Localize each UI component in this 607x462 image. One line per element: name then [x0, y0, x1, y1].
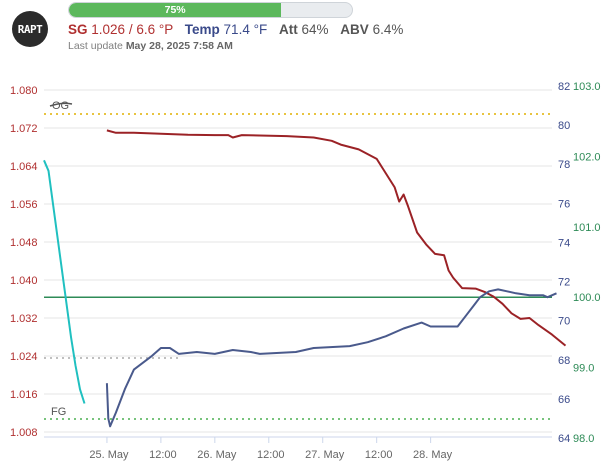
x-tick-label: 12:00 — [257, 449, 285, 461]
sg-reading: SG 1.026 / 6.6 °P — [68, 22, 173, 37]
abv-tick-label: 100.0 — [573, 292, 601, 304]
chart-series — [43, 129, 567, 428]
progress-fill: 75% — [69, 3, 282, 17]
abv-tick-label: 99.0 — [573, 363, 594, 375]
temp-tick-label: 68 — [558, 355, 570, 367]
abv-tick-label: 103.0 — [573, 81, 601, 93]
chart-axes: 1.080 1.072 1.064 1.056 1.048 1.040 1.032 1.024… — [10, 81, 601, 461]
sg-tick-label: 1.072 — [10, 123, 38, 135]
sg-tick-label: 1.064 — [10, 161, 38, 173]
x-tick-label: 25. May — [89, 449, 129, 461]
attenuation-reading: Att 64% — [279, 22, 329, 37]
x-tick-label: 26. May — [197, 449, 237, 461]
og-marker-stroke — [49, 102, 73, 107]
chart-grid — [44, 89, 552, 443]
x-tick-label: 28. May — [413, 449, 453, 461]
reference-lines — [44, 102, 552, 420]
rapt-logo: RAPT — [12, 11, 48, 47]
fermentation-progress-bar: 75% — [68, 2, 353, 18]
temp-tick-label: 80 — [558, 120, 570, 132]
temp-tick-label: 66 — [558, 394, 570, 406]
abv-tick-label: 102.0 — [573, 151, 601, 163]
logo-text: RAPT — [17, 22, 43, 36]
sg-tick-label: 1.008 — [10, 427, 38, 439]
sg-value: 1.026 / 6.6 °P — [91, 22, 173, 37]
x-tick-label: 12:00 — [365, 449, 393, 461]
temp-value: 71.4 °F — [223, 22, 268, 37]
temp-reading: Temp 71.4 °F — [185, 22, 267, 37]
sg-tick-label: 1.016 — [10, 389, 38, 401]
temp-tick-label: 82 — [558, 81, 570, 93]
abv-tick-label: 98.0 — [573, 433, 594, 445]
abv-value: 6.4% — [372, 22, 404, 37]
progress-label: 75% — [164, 4, 186, 16]
last-update-prefix: Last update — [68, 40, 123, 52]
sg-tick-label: 1.080 — [10, 85, 38, 97]
sg-tick-label: 1.048 — [10, 237, 38, 249]
target-series-line — [43, 159, 86, 404]
abv-tick-label: 101.0 — [573, 222, 601, 234]
sg-label: SG — [68, 22, 88, 37]
temp-tick-label: 76 — [558, 198, 570, 210]
temp-tick-label: 78 — [558, 159, 570, 171]
current-readings: SG 1.026 / 6.6 °P Temp 71.4 °F Att 64% A… — [68, 22, 403, 37]
att-value: 64% — [301, 22, 329, 37]
sg-series-line — [106, 129, 567, 347]
temp-tick-label: 70 — [558, 316, 570, 328]
abv-reading: ABV 6.4% — [340, 22, 403, 37]
sg-tick-label: 1.024 — [10, 351, 38, 363]
att-label: Att — [278, 22, 298, 37]
og-annotation: OG — [52, 100, 69, 112]
temp-tick-label: 64 — [558, 433, 570, 445]
abv-label: ABV — [340, 22, 369, 37]
x-tick-label: 27. May — [305, 449, 345, 461]
fg-annotation: FG — [51, 406, 66, 418]
last-update-value: May 28, 2025 7:58 AM — [125, 40, 233, 52]
temp-series-line — [105, 288, 557, 428]
sg-tick-label: 1.032 — [10, 313, 38, 325]
temp-tick-label: 74 — [558, 237, 570, 249]
sg-tick-label: 1.040 — [10, 275, 38, 287]
x-tick-label: 12:00 — [149, 449, 177, 461]
sg-tick-label: 1.056 — [10, 199, 38, 211]
temp-tick-label: 72 — [558, 277, 570, 289]
temp-label: Temp — [184, 22, 220, 37]
last-update: Last update May 28, 2025 7:58 AM — [68, 40, 233, 52]
